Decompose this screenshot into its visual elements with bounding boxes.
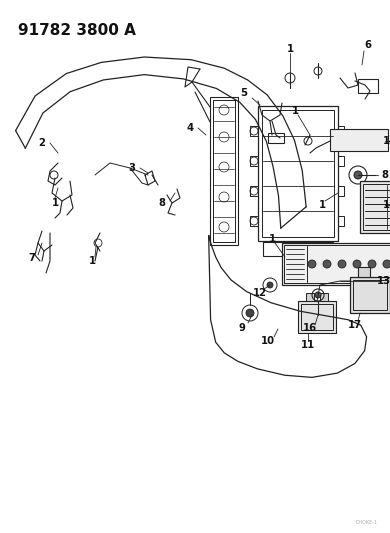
Text: 1: 1: [89, 256, 96, 266]
Circle shape: [315, 292, 321, 298]
Bar: [258, 106, 338, 241]
Text: 1: 1: [286, 44, 294, 54]
Bar: [301, 304, 333, 330]
Text: 8: 8: [381, 170, 388, 180]
Bar: [338, 156, 344, 166]
Circle shape: [368, 260, 376, 268]
Bar: [330, 129, 388, 151]
Text: 7: 7: [28, 253, 35, 263]
Text: 4: 4: [186, 123, 193, 133]
Text: 1: 1: [51, 198, 58, 208]
Circle shape: [246, 309, 254, 317]
Text: 8: 8: [158, 198, 165, 208]
Text: 5: 5: [241, 88, 248, 98]
Circle shape: [383, 260, 390, 268]
Text: 3: 3: [129, 163, 135, 173]
Bar: [363, 184, 390, 230]
Bar: [250, 126, 258, 136]
Bar: [360, 181, 390, 233]
Bar: [338, 216, 344, 226]
Circle shape: [338, 260, 346, 268]
Circle shape: [308, 260, 316, 268]
Circle shape: [323, 260, 331, 268]
Text: CHOKE-1: CHOKE-1: [356, 520, 378, 525]
Text: 12: 12: [253, 288, 267, 298]
Text: 11: 11: [301, 340, 315, 350]
Text: 17: 17: [348, 320, 362, 330]
Bar: [268, 133, 284, 143]
Text: 15: 15: [383, 200, 390, 210]
Bar: [262, 110, 334, 237]
Text: 1: 1: [291, 106, 299, 116]
Text: 91782 3800 A: 91782 3800 A: [18, 23, 136, 38]
Bar: [338, 186, 344, 196]
Bar: [306, 293, 314, 301]
Text: 2: 2: [39, 138, 46, 148]
Text: 13: 13: [377, 276, 390, 286]
Circle shape: [267, 282, 273, 288]
Bar: [358, 267, 370, 277]
Bar: [358, 79, 378, 93]
Bar: [338, 126, 344, 136]
Bar: [263, 242, 333, 256]
Bar: [320, 293, 328, 301]
Text: 6: 6: [365, 40, 372, 50]
Text: 1: 1: [268, 234, 276, 244]
Bar: [250, 216, 258, 226]
Bar: [350, 277, 390, 313]
Bar: [282, 243, 390, 285]
Text: 14: 14: [383, 136, 390, 146]
Bar: [284, 245, 390, 283]
Bar: [210, 97, 238, 245]
Bar: [298, 301, 336, 333]
Circle shape: [354, 171, 362, 179]
Bar: [213, 100, 235, 242]
Text: 1: 1: [319, 200, 326, 210]
Bar: [250, 186, 258, 196]
Bar: [353, 280, 387, 310]
Text: 16: 16: [303, 323, 317, 333]
Bar: [250, 156, 258, 166]
Text: 9: 9: [239, 323, 245, 333]
Text: 10: 10: [261, 336, 275, 346]
Circle shape: [353, 260, 361, 268]
